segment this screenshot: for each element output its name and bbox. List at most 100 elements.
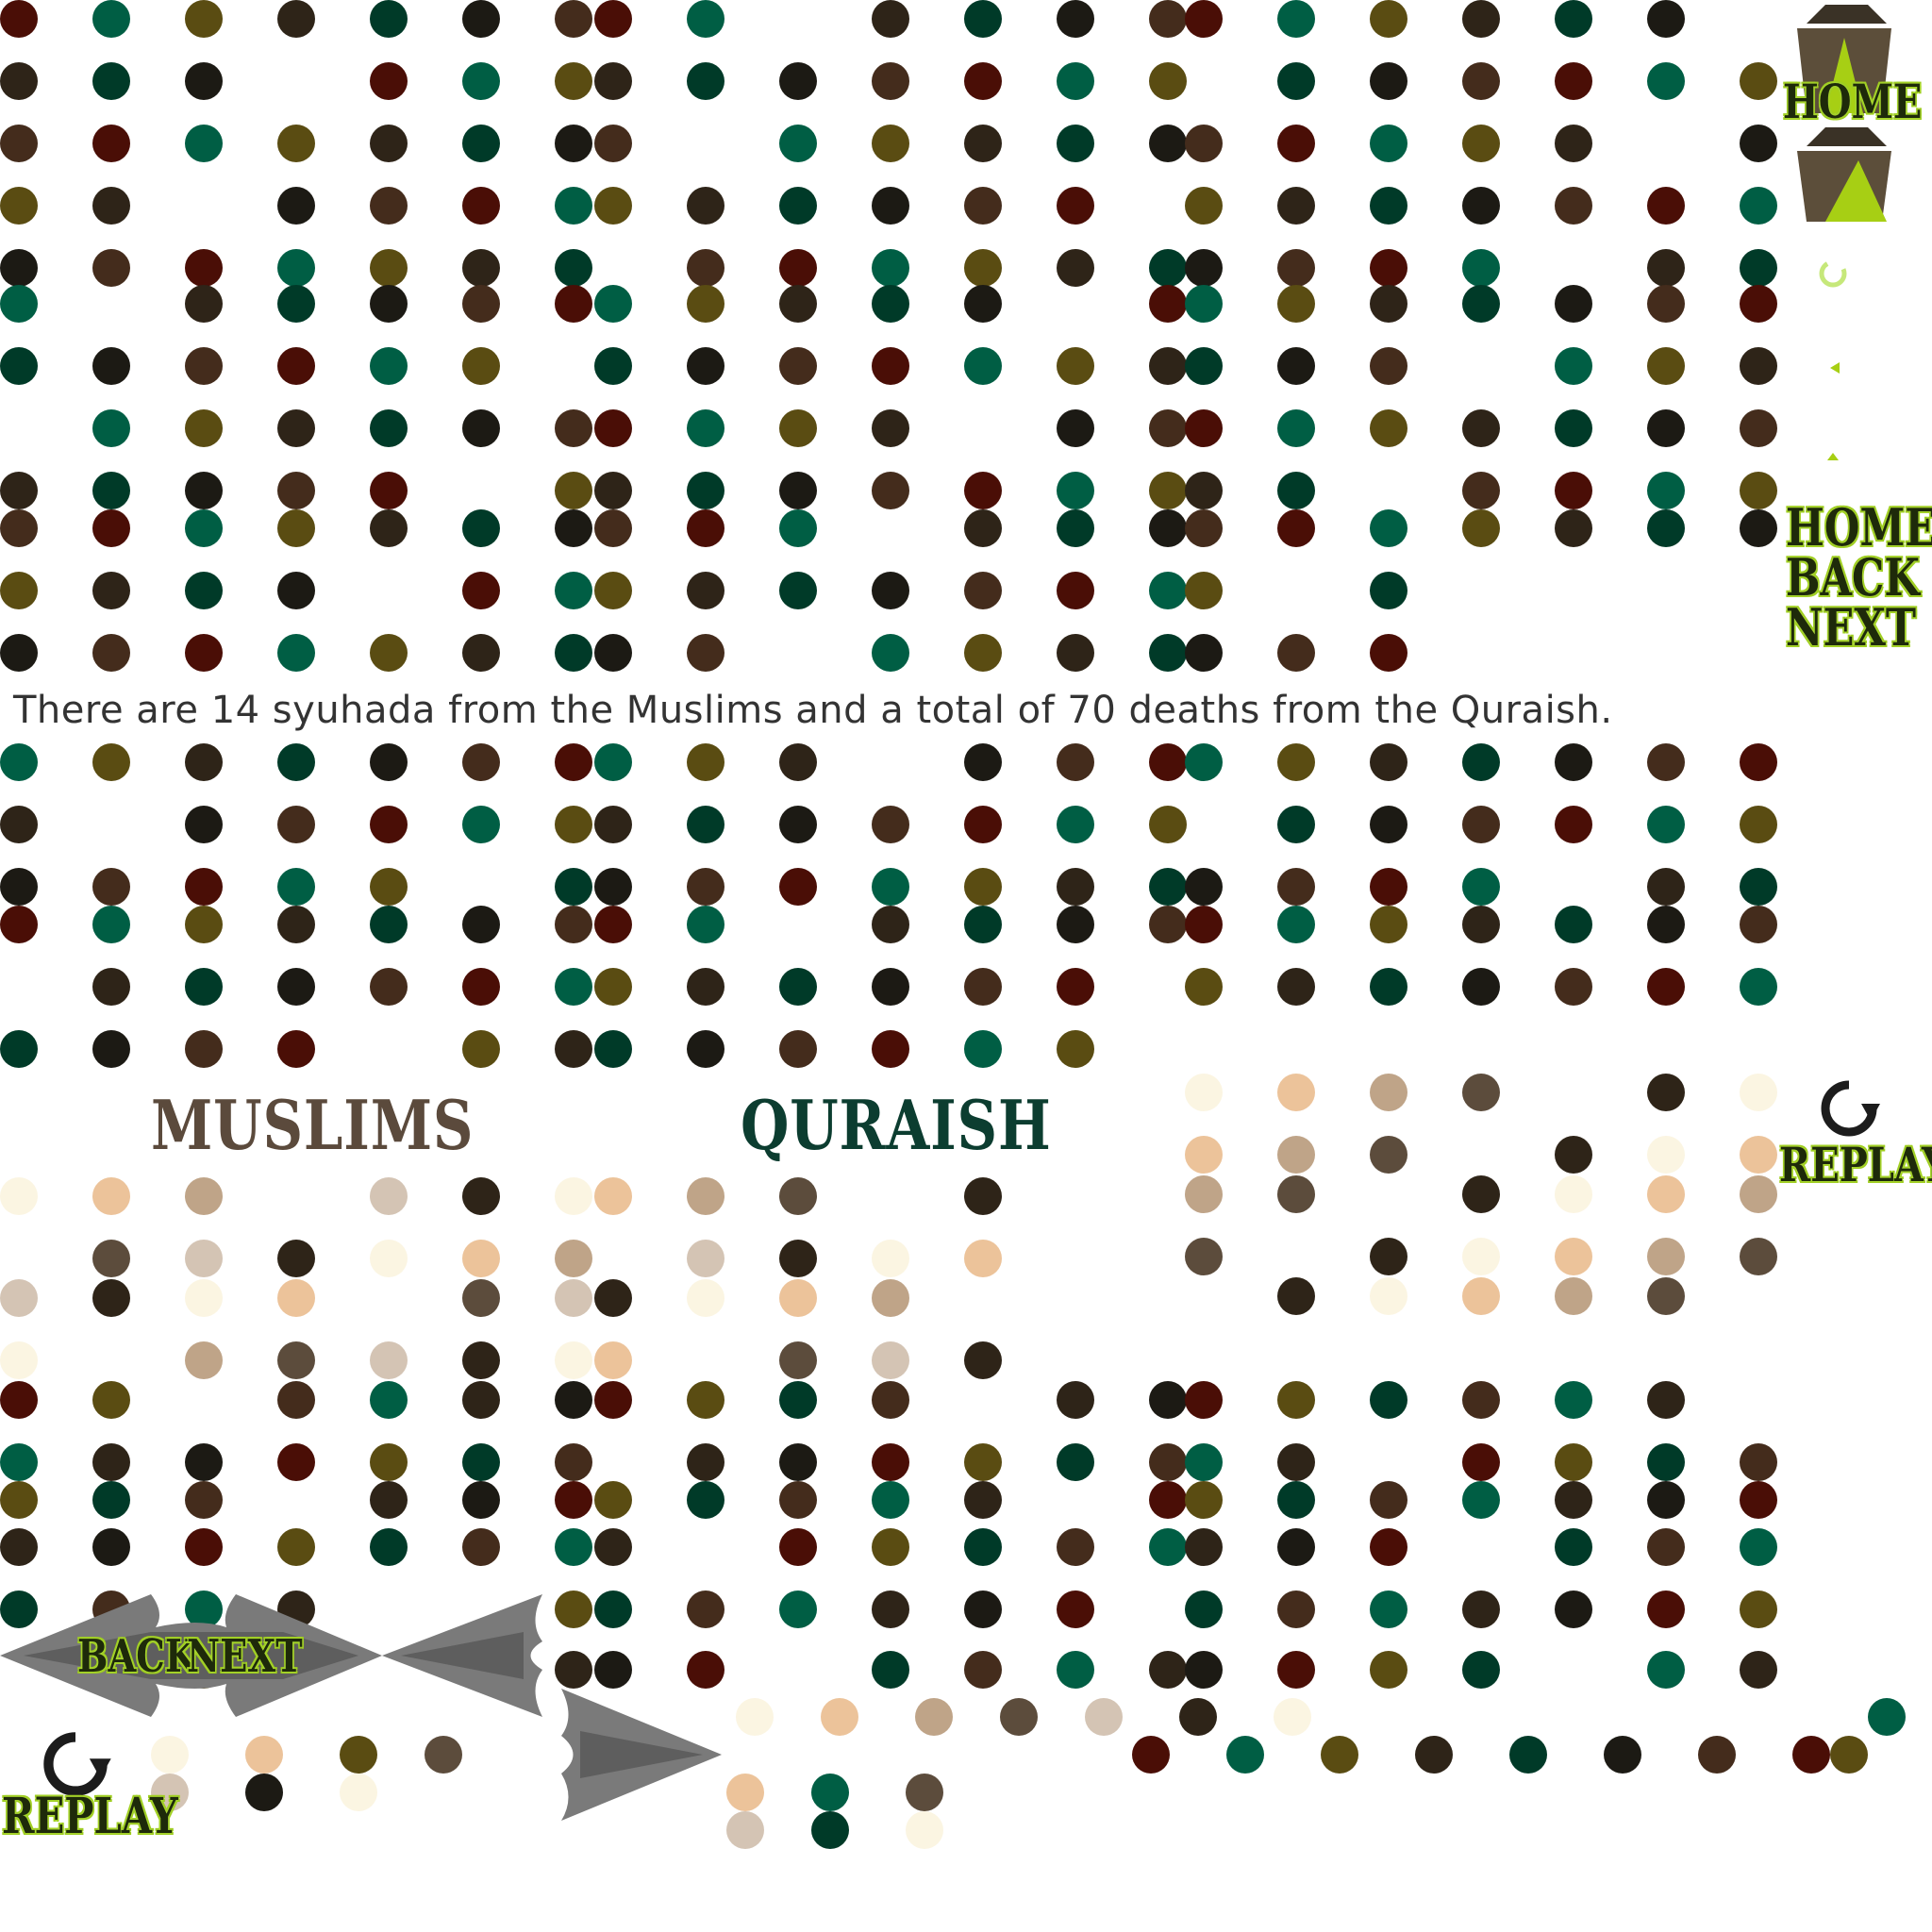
dot	[1149, 1481, 1187, 1519]
dot	[0, 285, 38, 323]
dot	[779, 125, 817, 162]
dot	[245, 1736, 283, 1774]
dot	[92, 62, 130, 100]
dot	[462, 0, 500, 38]
dot	[687, 62, 724, 100]
next-arrow-icon[interactable]	[552, 1679, 722, 1830]
dot	[1647, 347, 1685, 385]
back-arrow-icon[interactable]	[0, 1585, 387, 1726]
dot	[872, 1443, 909, 1481]
dot	[906, 1774, 943, 1811]
dot	[1149, 806, 1187, 843]
back-button-bottom[interactable]: BACK	[76, 1629, 197, 1684]
dot	[370, 868, 408, 906]
dot	[1370, 1238, 1407, 1275]
dot	[92, 472, 130, 509]
dot	[872, 806, 909, 843]
dot	[687, 1651, 724, 1689]
dot	[555, 285, 592, 323]
home-button[interactable]: HOME	[1785, 496, 1932, 558]
dot	[277, 906, 315, 943]
dot	[1462, 472, 1500, 509]
dot	[1149, 1381, 1187, 1419]
dot	[277, 347, 315, 385]
dot	[92, 0, 130, 38]
dot	[687, 1177, 724, 1215]
dot	[277, 806, 315, 843]
dot	[964, 1240, 1002, 1277]
dot	[1057, 125, 1094, 162]
dot	[462, 1279, 500, 1317]
dot	[185, 572, 223, 609]
dot	[277, 0, 315, 38]
dot	[1555, 806, 1592, 843]
dot	[1185, 1651, 1223, 1689]
dot	[1647, 806, 1685, 843]
dot	[1462, 285, 1500, 323]
replay-icon[interactable]	[38, 1726, 113, 1802]
dot	[872, 906, 909, 943]
dot	[462, 743, 500, 781]
next-button-bottom[interactable]: NEXT	[186, 1629, 303, 1684]
next-button[interactable]: NEXT	[1785, 596, 1917, 658]
dot	[964, 1341, 1002, 1379]
dot	[1555, 968, 1592, 1006]
dot	[462, 347, 500, 385]
dot	[1277, 249, 1315, 287]
dot	[1462, 1074, 1500, 1111]
dot	[1277, 0, 1315, 38]
dot	[964, 509, 1002, 547]
dot	[1149, 906, 1187, 943]
dot	[555, 634, 592, 672]
dot	[1555, 906, 1592, 943]
dot	[726, 1774, 764, 1811]
dot	[594, 634, 632, 672]
dot	[462, 572, 500, 609]
dot	[1149, 509, 1187, 547]
caption-text: There are 14 syuhada from the Muslims an…	[13, 689, 1613, 732]
dot	[370, 347, 408, 385]
dot	[1555, 743, 1592, 781]
dot	[1370, 906, 1407, 943]
dot	[1370, 187, 1407, 225]
dot	[1185, 1238, 1223, 1275]
dot	[1185, 572, 1223, 609]
replay-icon[interactable]	[1816, 1075, 1882, 1141]
dot	[0, 347, 38, 385]
back-button[interactable]: BACK	[1785, 546, 1921, 608]
dot	[594, 906, 632, 943]
dot	[555, 743, 592, 781]
dot	[1462, 249, 1500, 287]
dot	[1647, 409, 1685, 447]
dot	[872, 472, 909, 509]
dot	[370, 0, 408, 38]
dot	[872, 1651, 909, 1689]
dot	[594, 62, 632, 100]
dot	[185, 1240, 223, 1277]
dot	[1462, 968, 1500, 1006]
dot	[594, 1528, 632, 1566]
dot	[462, 249, 500, 287]
dot	[594, 572, 632, 609]
dot	[1057, 409, 1094, 447]
dot	[0, 1279, 38, 1317]
dot	[687, 472, 724, 509]
dot	[1274, 1698, 1311, 1736]
replay-button-bottom[interactable]: REPLAY	[1, 1787, 178, 1846]
dot	[555, 572, 592, 609]
dot	[0, 62, 38, 100]
dot	[0, 0, 38, 38]
next-arrow-icon[interactable]	[382, 1585, 552, 1726]
home-button-top[interactable]: HOME	[1782, 73, 1923, 130]
dot	[964, 634, 1002, 672]
dot	[1057, 572, 1094, 609]
dot	[92, 509, 130, 547]
dot	[370, 62, 408, 100]
replay-button-right[interactable]: REPLAY	[1778, 1136, 1932, 1193]
dot	[462, 968, 500, 1006]
dot	[779, 1591, 817, 1628]
dot	[779, 572, 817, 609]
dot	[1462, 1591, 1500, 1628]
dot	[370, 509, 408, 547]
dot	[1149, 1528, 1187, 1566]
